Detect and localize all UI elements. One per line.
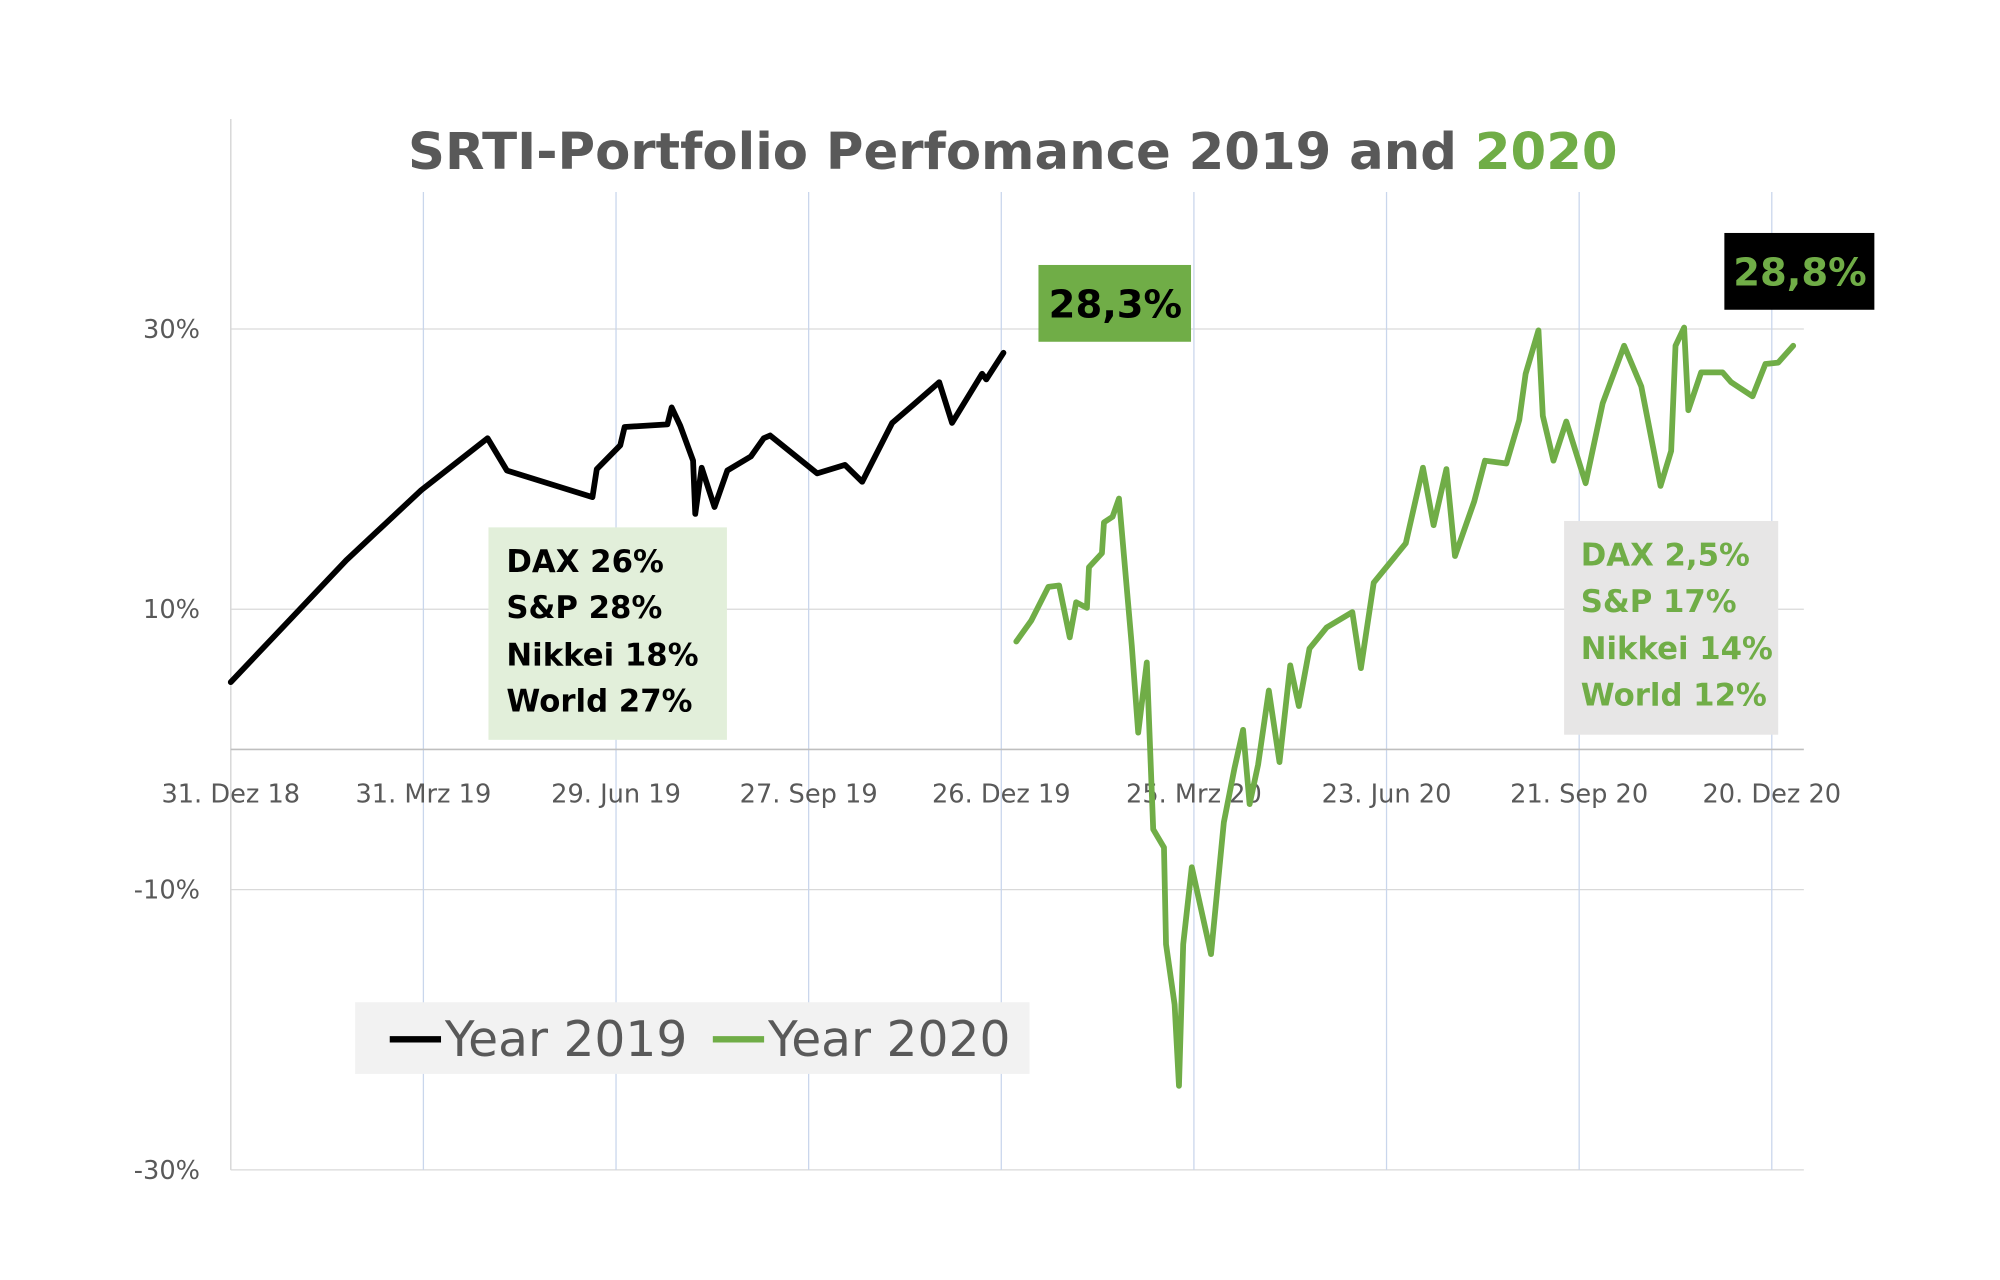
- annotation-line: S&P 28%: [506, 590, 662, 626]
- x-tick-label: 29. Jun 19: [551, 780, 681, 810]
- x-tick-label: 27. Sep 19: [740, 780, 878, 810]
- annotation-box: [488, 527, 727, 740]
- series-lines: [227, 324, 1797, 1089]
- x-tick-label: 25. Mrz 20: [1126, 780, 1262, 810]
- legend-box: [355, 1002, 1030, 1074]
- legend-label-2019: Year 2019: [444, 1012, 688, 1068]
- annotation-line: DAX 2,5%: [1581, 538, 1750, 574]
- annotation-indices-2020: DAX 2,5% S&P 17% Nikkei 14% World 12%: [1564, 520, 1779, 735]
- x-tick-label: 31. Mrz 19: [356, 780, 492, 810]
- annotation-indices-2019: DAX 26% S&P 28% Nikkei 18% World 27%: [488, 527, 727, 740]
- end-value-2019: 28,3%: [1038, 264, 1192, 342]
- x-tick-label: 20. Dez 20: [1702, 780, 1841, 810]
- annotation-box: [1564, 520, 1779, 735]
- legend-label-2020: Year 2020: [767, 1012, 1011, 1068]
- end-value-label: 28,8%: [1733, 250, 1866, 295]
- y-tick-label: 30%: [143, 315, 200, 345]
- legend: Year 2019 Year 2020: [355, 1002, 1030, 1074]
- annotation-line: DAX 26%: [506, 544, 663, 580]
- end-value-label: 28,3%: [1049, 282, 1182, 327]
- annotation-line: Nikkei 14%: [1581, 631, 1773, 667]
- annotation-line: World 12%: [1581, 677, 1767, 713]
- y-tick-label: -10%: [134, 876, 200, 906]
- title-part2: 2020: [1475, 122, 1618, 182]
- x-tick-label: 26. Dez 19: [932, 780, 1071, 810]
- annotation-line: S&P 17%: [1581, 584, 1737, 620]
- y-tick-label: -30%: [134, 1156, 200, 1186]
- x-tick-label: 23. Jun 20: [1322, 780, 1452, 810]
- annotation-line: Nikkei 18%: [506, 638, 698, 674]
- chart-title: SRTI-Portfolio Perfomance 2019 and 2020: [408, 122, 1617, 182]
- title-part1: SRTI-Portfolio Perfomance 2019 and: [408, 122, 1475, 182]
- end-value-box: [1724, 232, 1875, 310]
- end-value-2020: 28,8%: [1724, 232, 1875, 310]
- annotation-line: World 27%: [506, 684, 692, 720]
- series-line-2020: [1013, 324, 1797, 1089]
- y-tick-label: 10%: [143, 595, 200, 625]
- end-value-box: [1038, 264, 1192, 342]
- x-tick-label: 21. Sep 20: [1510, 780, 1648, 810]
- series-line-2019: [227, 349, 1007, 685]
- axes: 30%10%-10%-30%31. Dez 18 31. Mrz 19 29. Ju…: [134, 119, 1841, 1186]
